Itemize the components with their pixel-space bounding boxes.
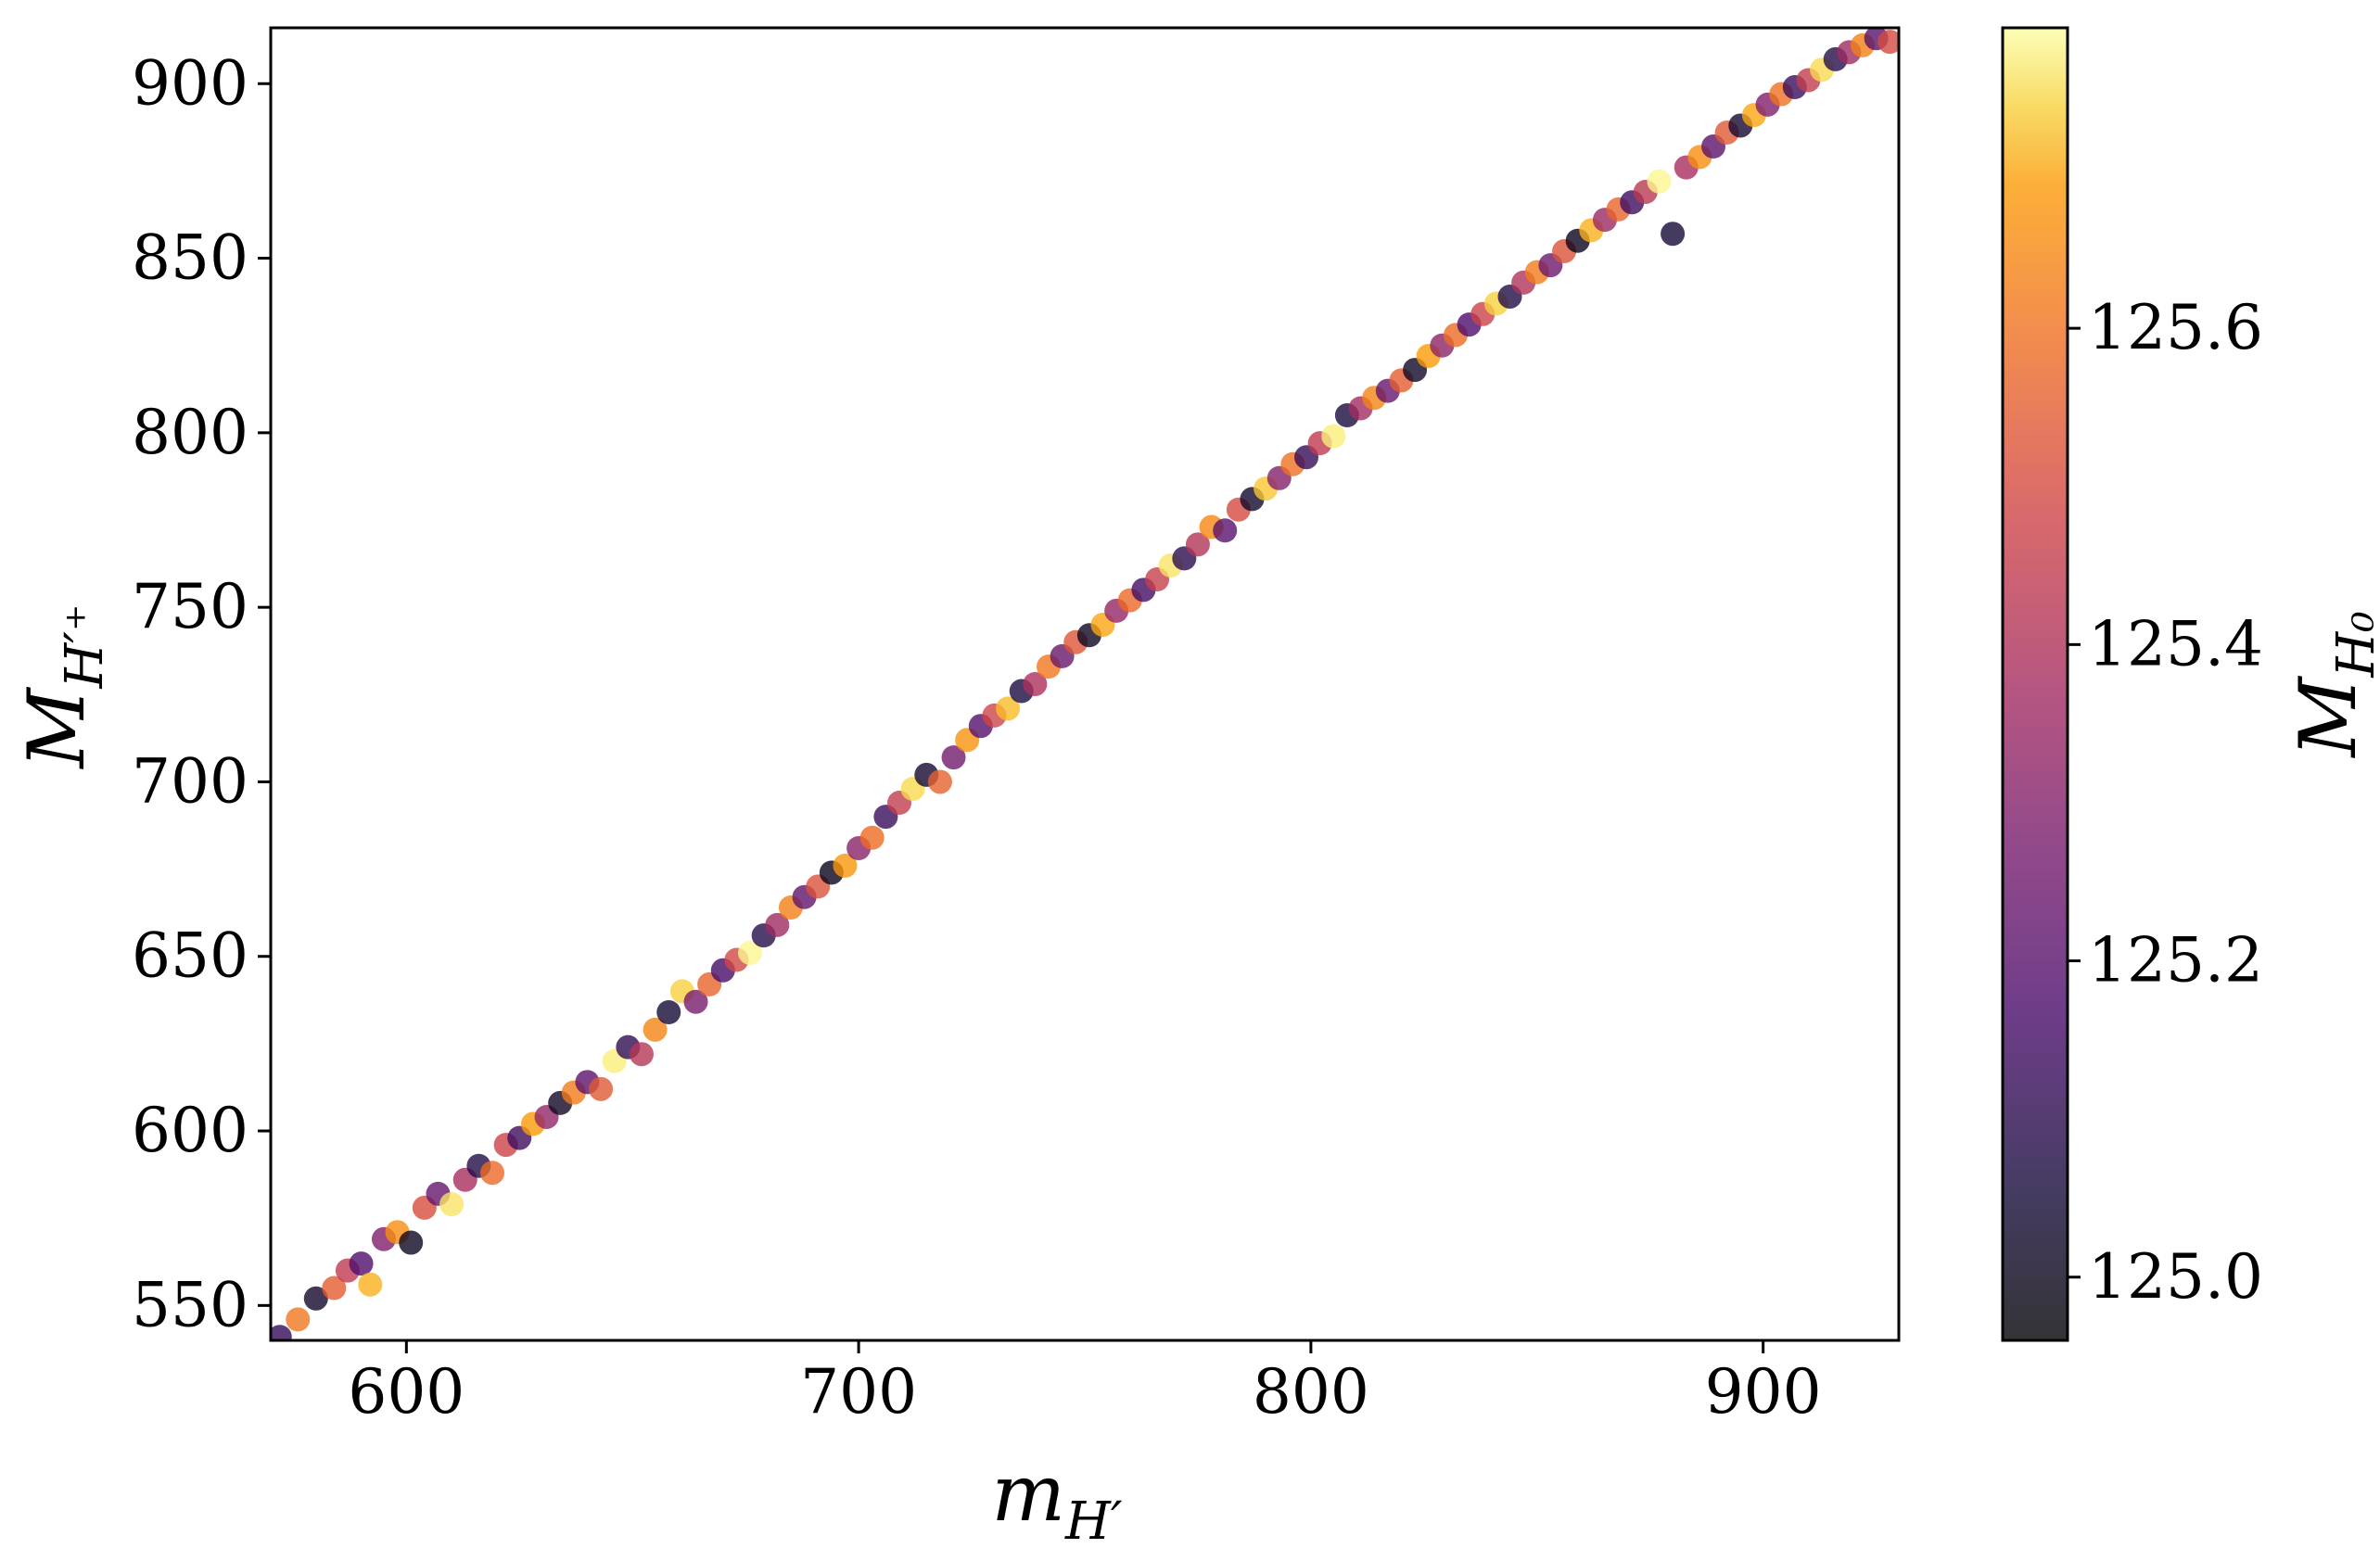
colorbar-tick-label: 125.6 — [2088, 292, 2263, 363]
scatter-point — [643, 1017, 668, 1042]
scatter-point — [996, 696, 1021, 721]
x-axis-label-sub: H′ — [1064, 1491, 1123, 1552]
scatter-point — [683, 989, 708, 1014]
scatter-point — [322, 1275, 347, 1301]
x-tick-label: 600 — [348, 1356, 465, 1428]
scatter-point — [439, 1192, 465, 1217]
scatter-points — [271, 28, 1899, 1340]
y-axis-label: MH′⁺ — [11, 603, 115, 769]
scatter-point — [941, 745, 966, 770]
scatter-point — [349, 1251, 374, 1276]
scatter-point — [271, 1325, 292, 1340]
scatter-point — [286, 1307, 311, 1332]
scatter-point — [358, 1272, 383, 1297]
scatter-point — [589, 1076, 614, 1101]
x-tick-label: 700 — [800, 1356, 917, 1428]
scatter-point — [1213, 518, 1238, 543]
colorbar-label-sub: H₀ — [2326, 611, 2380, 678]
y-tick-label: 900 — [132, 47, 248, 119]
scatter-point — [303, 1286, 328, 1311]
scatter-point — [480, 1161, 505, 1186]
scatter-point — [1877, 30, 1899, 55]
colorbar-label-main: M — [2283, 676, 2374, 759]
scatter-point — [1647, 169, 1672, 194]
y-tick-label: 550 — [132, 1269, 248, 1340]
scatter-point — [399, 1230, 424, 1255]
y-tick-label: 600 — [132, 1095, 248, 1166]
colorbar-tick-label: 125.4 — [2088, 608, 2263, 679]
y-axis-label-main: M — [11, 687, 102, 770]
scatter-point — [1185, 532, 1210, 557]
y-axis-ticks: 550 600 650 700 750 800 850 900 — [132, 47, 271, 1340]
scatter-point — [833, 853, 858, 878]
x-axis-label-main: m — [991, 1448, 1065, 1539]
colorbar-tick-label: 125.0 — [2088, 1241, 2263, 1313]
scatter-point — [1661, 222, 1686, 247]
y-axis-label-sub: H′⁺ — [55, 603, 115, 689]
x-tick-label: 900 — [1705, 1356, 1822, 1428]
scatter-point — [1023, 672, 1048, 696]
plot-frame — [269, 26, 1901, 1342]
scatter-point — [656, 1000, 681, 1024]
colorbar-ticks: 125.0 125.2 125.4 125.6 — [2068, 292, 2263, 1313]
colorbar — [2001, 26, 2069, 1342]
y-tick-label: 650 — [132, 920, 248, 992]
scatter-point — [859, 825, 885, 850]
x-axis-label: mH′ — [991, 1448, 1122, 1552]
y-tick-label: 700 — [132, 745, 248, 817]
x-axis-ticks: 600 700 800 900 — [348, 1340, 1822, 1428]
scatter-point — [629, 1042, 654, 1067]
scatter-point — [927, 769, 952, 794]
x-tick-label: 800 — [1253, 1356, 1369, 1428]
scatter-point — [765, 912, 790, 937]
colorbar-tick-label: 125.2 — [2088, 925, 2263, 996]
y-tick-label: 800 — [132, 397, 248, 468]
y-tick-label: 750 — [132, 571, 248, 642]
scatter-point — [738, 940, 763, 965]
scatter-point — [1321, 424, 1346, 449]
y-tick-label: 850 — [132, 222, 248, 294]
colorbar-label: MH₀ — [2283, 611, 2380, 758]
